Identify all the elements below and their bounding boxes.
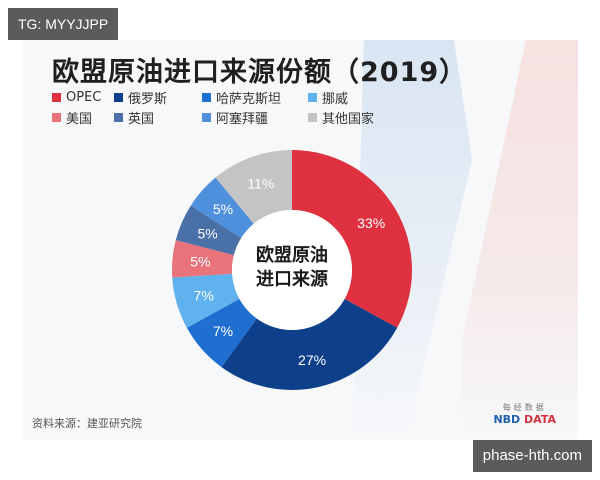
center-label-line: 欧盟原油 xyxy=(256,245,328,266)
legend-swatch xyxy=(202,92,211,102)
legend-label: 哈萨克斯坦 xyxy=(216,91,282,107)
slice-value-label: 5% xyxy=(190,253,210,269)
donut-slice xyxy=(186,298,257,368)
legend-item: 美国 xyxy=(52,109,114,127)
donut-slice xyxy=(175,205,242,256)
legend: OPEC 俄罗斯 哈萨克斯坦 挪威 美国 英国 阿塞拜疆 其他国家 xyxy=(52,89,388,127)
slice-value-label: 33% xyxy=(357,215,385,231)
chart-card: 欧盟原油进口来源份额（2019） OPEC 俄罗斯 哈萨克斯坦 挪威 美国 英国… xyxy=(22,40,578,440)
legend-swatch xyxy=(308,92,317,102)
legend-swatch xyxy=(114,112,123,122)
watermark-bottom-right: phase-hth.com xyxy=(472,440,592,472)
slice-value-label: 5% xyxy=(197,225,217,241)
donut-slice xyxy=(215,150,292,224)
legend-swatch xyxy=(52,92,61,102)
donut-chart: 33% 27% 7% 7% 5% 5% 5% 11% xyxy=(172,150,412,390)
chart-title: 欧盟原油进口来源份额（2019） xyxy=(52,57,468,88)
legend-item: 其他国家 xyxy=(308,109,388,127)
donut-slice xyxy=(172,240,234,278)
nbd-data-logo: 每经数据 NBD DATA xyxy=(493,402,556,426)
legend-swatch xyxy=(308,112,317,122)
legend-label: 英国 xyxy=(128,111,155,127)
donut-slice xyxy=(292,150,412,328)
logo-en-text: NBD DATA xyxy=(493,413,556,426)
legend-item: 英国 xyxy=(114,109,202,127)
logo-cn-text: 每经数据 xyxy=(502,403,547,412)
decorative-red-shape xyxy=(462,40,578,440)
watermark-top-left: TG: MYYJJPP xyxy=(8,8,119,40)
legend-item: 哈萨克斯坦 xyxy=(202,89,308,107)
slice-value-label: 11% xyxy=(247,175,274,191)
legend-item: 俄罗斯 xyxy=(114,89,202,107)
donut-slice xyxy=(221,298,398,390)
legend-label: 俄罗斯 xyxy=(128,91,168,107)
legend-swatch xyxy=(52,112,61,122)
legend-label: 美国 xyxy=(66,111,93,127)
logo-nbd: NBD xyxy=(493,413,521,426)
slice-value-label: 5% xyxy=(213,201,233,217)
legend-swatch xyxy=(114,92,123,102)
center-label-line: 进口来源 xyxy=(256,269,328,290)
donut-slice xyxy=(190,177,254,238)
legend-label: 其他国家 xyxy=(322,111,375,127)
donut-hole xyxy=(232,210,352,330)
slice-value-label: 7% xyxy=(213,323,233,339)
logo-data: DATA xyxy=(524,413,556,426)
legend-label: OPEC xyxy=(66,89,102,105)
slice-value-label: 27% xyxy=(298,352,326,368)
legend-item: OPEC xyxy=(52,89,114,105)
legend-label: 阿塞拜疆 xyxy=(216,111,269,127)
legend-item: 阿塞拜疆 xyxy=(202,109,308,127)
slice-value-label: 7% xyxy=(194,288,214,304)
source-note: 资料来源：建亚研究院 xyxy=(32,417,142,430)
legend-label: 挪威 xyxy=(322,91,349,107)
donut-center-label: 欧盟原油 进口来源 xyxy=(244,244,340,292)
legend-item: 挪威 xyxy=(308,89,388,107)
legend-swatch xyxy=(202,112,211,122)
donut-slice xyxy=(172,273,240,328)
